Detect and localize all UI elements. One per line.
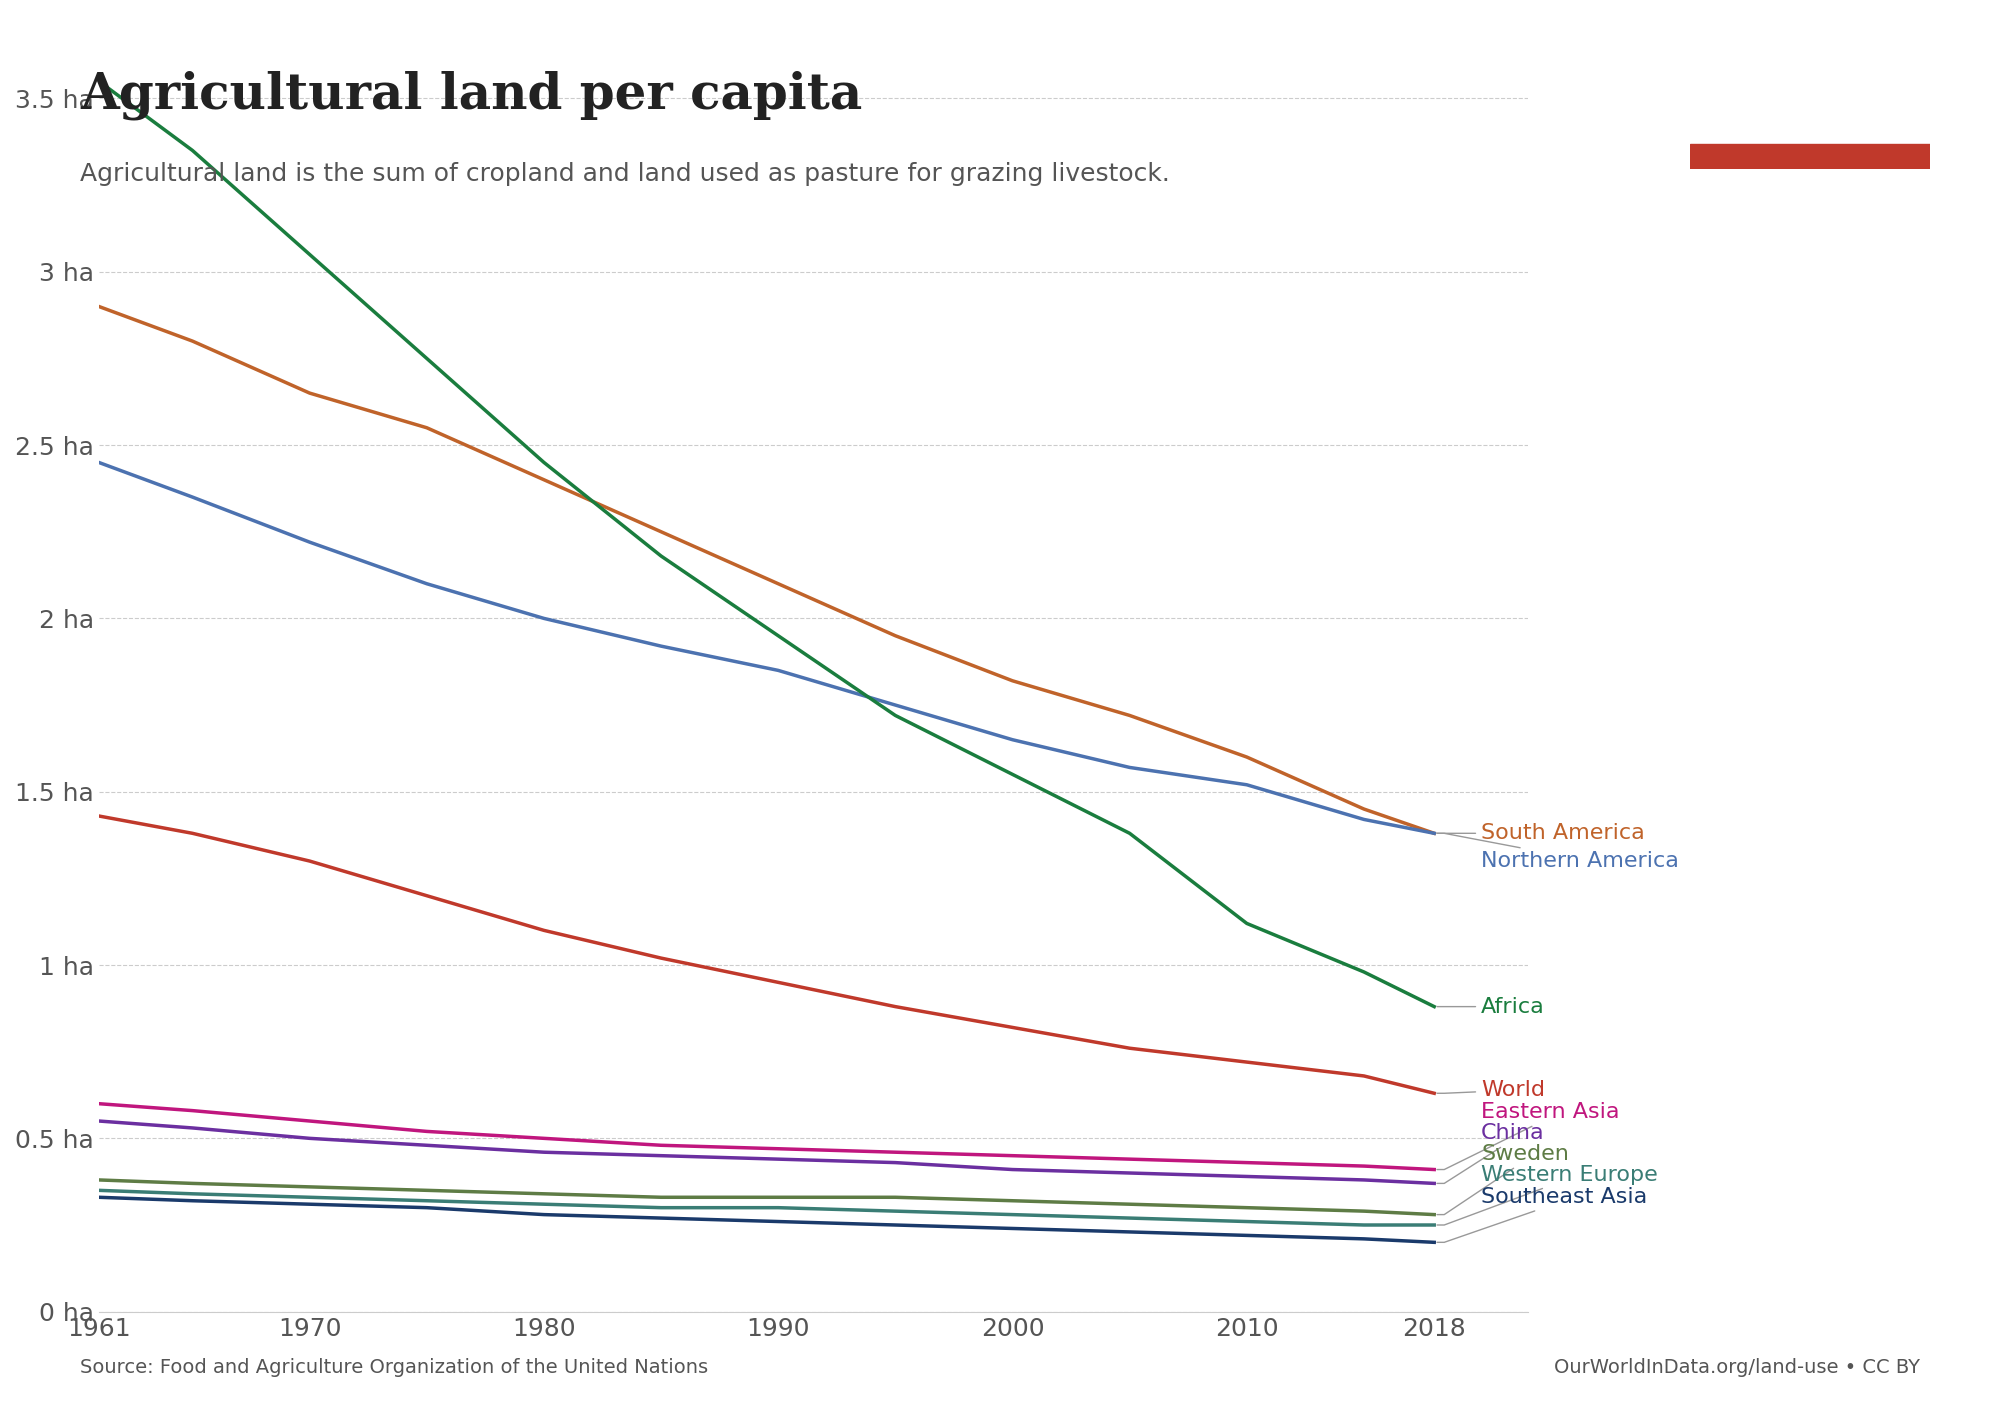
Text: OurWorldInData.org/land-use • CC BY: OurWorldInData.org/land-use • CC BY — [1554, 1358, 1920, 1377]
Text: Agricultural land is the sum of cropland and land used as pasture for grazing li: Agricultural land is the sum of cropland… — [80, 162, 1170, 186]
Text: World: World — [1438, 1080, 1546, 1100]
Text: Our World: Our World — [1758, 69, 1862, 86]
Text: Source: Food and Agriculture Organization of the United Nations: Source: Food and Agriculture Organizatio… — [80, 1358, 708, 1377]
Text: South America: South America — [1438, 823, 1644, 843]
Text: Sweden: Sweden — [1438, 1144, 1568, 1214]
Text: Northern America: Northern America — [1438, 833, 1678, 871]
Text: Southeast Asia: Southeast Asia — [1438, 1187, 1648, 1243]
Text: Africa: Africa — [1438, 997, 1544, 1017]
Text: in Data: in Data — [1774, 107, 1846, 124]
Text: Agricultural land per capita: Agricultural land per capita — [80, 71, 862, 120]
Text: Eastern Asia: Eastern Asia — [1438, 1103, 1620, 1169]
Text: China: China — [1438, 1123, 1544, 1183]
Bar — [1690, 144, 1930, 169]
Text: Western Europe: Western Europe — [1438, 1165, 1658, 1226]
